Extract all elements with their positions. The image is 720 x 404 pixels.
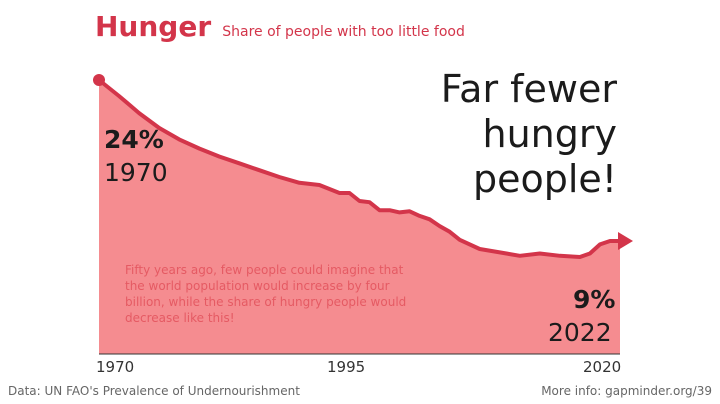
subtitle-text: Share of people with too little food <box>222 24 465 40</box>
more-info-link[interactable]: More info: gapminder.org/39 <box>541 384 712 398</box>
end-value-label: 9% <box>573 285 616 314</box>
annotation-note: Fifty years ago, few people could imagin… <box>125 263 407 325</box>
chart-title: Hunger Share of people with too little f… <box>95 10 465 43</box>
x-tick-label: 2020 <box>583 358 622 376</box>
start-value-label: 24% <box>104 125 164 154</box>
series-line <box>97 78 620 259</box>
x-tick-label: 1995 <box>327 358 366 376</box>
end-year-label: 2022 <box>548 318 612 347</box>
end-arrow-marker <box>618 231 633 250</box>
start-year-label: 1970 <box>104 158 168 187</box>
headline-line: Far fewer <box>440 67 617 111</box>
source-note: Data: UN FAO's Prevalence of Undernouris… <box>8 384 300 398</box>
title-text: Hunger <box>95 10 212 43</box>
headline-line: people! <box>472 157 617 201</box>
area-fill <box>99 80 620 354</box>
start-marker <box>93 74 105 86</box>
headline: Far fewer hungry people! <box>441 67 617 202</box>
headline-line: hungry <box>482 112 617 156</box>
x-tick-label: 1970 <box>96 358 135 376</box>
